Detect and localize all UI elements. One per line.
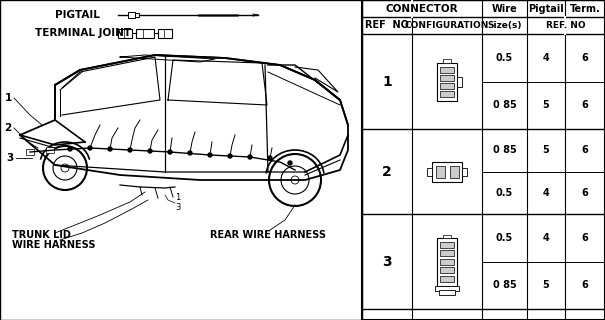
Bar — [427, 167, 432, 175]
Bar — [436, 165, 445, 178]
Text: 6: 6 — [581, 53, 589, 63]
Text: CONFIGURATION: CONFIGURATION — [405, 21, 489, 30]
Circle shape — [53, 156, 77, 180]
Bar — [0, 0, 362, 320]
Bar — [440, 276, 454, 282]
Text: WIRE HARNESS: WIRE HARNESS — [12, 240, 96, 250]
Text: 3: 3 — [382, 254, 392, 268]
Text: 6: 6 — [581, 188, 589, 198]
Text: 5: 5 — [543, 280, 549, 290]
Bar — [440, 242, 454, 247]
Circle shape — [281, 166, 309, 194]
Text: 1: 1 — [382, 75, 392, 89]
Text: TERMINAL JOINT: TERMINAL JOINT — [35, 28, 131, 38]
Bar — [440, 250, 454, 256]
Text: CONNECTOR: CONNECTOR — [386, 4, 459, 13]
Circle shape — [268, 156, 272, 160]
Bar — [440, 75, 454, 81]
Text: PIGTAIL: PIGTAIL — [55, 10, 100, 20]
Text: 6: 6 — [581, 100, 589, 110]
Text: Term.: Term. — [570, 4, 600, 13]
Text: Size(s): Size(s) — [487, 21, 522, 30]
Bar — [443, 59, 451, 62]
Circle shape — [269, 154, 321, 206]
Bar — [437, 237, 457, 285]
Bar — [158, 28, 172, 37]
Bar — [26, 149, 34, 155]
Bar — [135, 13, 139, 17]
Text: TRUNK LID: TRUNK LID — [12, 230, 71, 240]
Bar — [440, 83, 454, 89]
Circle shape — [208, 153, 212, 157]
Bar — [457, 76, 462, 86]
Text: 0.5: 0.5 — [496, 53, 513, 63]
Bar — [118, 28, 132, 37]
Text: REF  NO: REF NO — [365, 20, 409, 30]
Text: 4: 4 — [543, 53, 549, 63]
Text: 6: 6 — [581, 280, 589, 290]
Text: REF. NO: REF. NO — [546, 21, 586, 30]
Text: REAR WIRE HARNESS: REAR WIRE HARNESS — [210, 230, 326, 240]
Text: 0.5: 0.5 — [496, 233, 513, 243]
Bar — [440, 267, 454, 273]
Bar — [128, 12, 135, 18]
Bar — [443, 235, 451, 237]
Text: 0 85: 0 85 — [492, 100, 517, 110]
Bar — [450, 165, 459, 178]
Circle shape — [148, 149, 152, 153]
Circle shape — [248, 155, 252, 159]
Circle shape — [108, 147, 112, 151]
Bar — [432, 162, 462, 181]
Text: 5: 5 — [543, 100, 549, 110]
Circle shape — [68, 147, 72, 151]
Bar — [440, 67, 454, 73]
Circle shape — [28, 150, 32, 154]
Text: 1: 1 — [175, 194, 181, 203]
Bar — [440, 259, 454, 265]
Circle shape — [43, 146, 87, 190]
Circle shape — [88, 146, 92, 150]
Text: 2: 2 — [382, 164, 392, 179]
Circle shape — [228, 154, 232, 158]
Bar — [440, 91, 454, 97]
Text: 4: 4 — [543, 233, 549, 243]
Text: Pigtail: Pigtail — [528, 4, 564, 13]
Circle shape — [128, 148, 132, 152]
Bar — [439, 290, 455, 294]
Bar — [362, 0, 605, 320]
Text: 3: 3 — [175, 204, 181, 212]
Bar — [46, 147, 54, 153]
Circle shape — [61, 164, 69, 172]
Circle shape — [188, 151, 192, 155]
Circle shape — [48, 148, 52, 152]
Text: 1: 1 — [4, 93, 11, 103]
Bar — [362, 0, 605, 320]
Text: 6: 6 — [581, 233, 589, 243]
Text: 0.5: 0.5 — [496, 188, 513, 198]
Text: 0 85: 0 85 — [492, 280, 517, 290]
Text: 3: 3 — [7, 153, 14, 163]
Bar — [435, 285, 459, 291]
Text: 2: 2 — [4, 123, 11, 133]
Bar — [462, 167, 467, 175]
Circle shape — [291, 176, 299, 184]
Bar — [437, 62, 457, 100]
Text: 0 85: 0 85 — [492, 145, 517, 155]
Circle shape — [168, 150, 172, 154]
Bar — [136, 28, 154, 37]
Text: 4: 4 — [543, 188, 549, 198]
Bar — [0, 0, 362, 320]
Text: 6: 6 — [581, 145, 589, 155]
Text: Wire: Wire — [492, 4, 517, 13]
Text: 5: 5 — [543, 145, 549, 155]
Circle shape — [288, 161, 292, 165]
